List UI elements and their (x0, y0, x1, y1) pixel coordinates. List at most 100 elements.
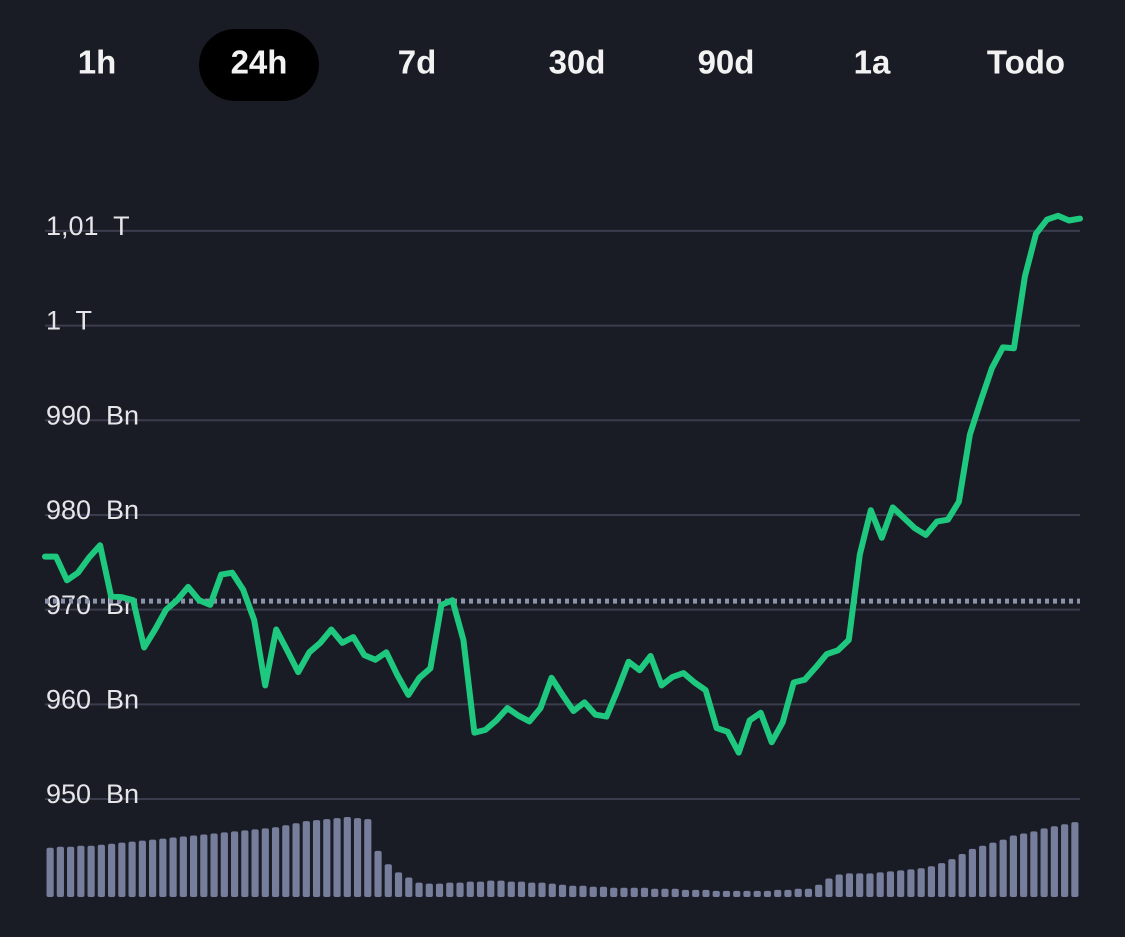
volume-bar (1071, 822, 1079, 897)
volume-bar (661, 888, 669, 897)
volume-bar (897, 870, 905, 897)
volume-bar (763, 890, 772, 897)
tab[interactable]: 30d (549, 44, 606, 81)
volume-bar (476, 881, 485, 897)
y-tick-label: 970 Bn (46, 590, 139, 620)
volume-bar (384, 864, 392, 897)
volume-bar (671, 888, 679, 897)
volume-bar (712, 890, 720, 897)
volume-bar (815, 884, 823, 897)
y-tick-label: 950 Bn (46, 779, 139, 809)
volume-bar (886, 871, 895, 897)
y-tick-label: 990 Bn (46, 400, 139, 430)
volume-bar (640, 887, 649, 897)
tab[interactable]: 90d (698, 44, 755, 81)
volume-bar (138, 840, 146, 897)
volume-bar (999, 839, 1007, 897)
volume-bar (282, 825, 290, 897)
volume-bar (200, 834, 208, 897)
volume-bar (343, 817, 351, 897)
volume-bar (517, 881, 526, 897)
volume-bar (569, 885, 577, 897)
volume-bar (466, 881, 474, 897)
volume-bar (456, 882, 464, 897)
volume-bar (435, 883, 444, 897)
volume-bar (856, 873, 864, 897)
volume-bar (405, 877, 413, 897)
y-tick-label: 1,01 T (46, 211, 130, 241)
volume-bar (251, 829, 259, 897)
volume-bar (558, 884, 567, 897)
volume-bar (261, 828, 269, 897)
tab[interactable]: 1h (78, 44, 117, 81)
volume-bar (446, 882, 454, 897)
tab[interactable]: 24h (231, 44, 288, 81)
volume-bar (56, 846, 64, 897)
volume-bar (917, 868, 925, 897)
volume-bar (67, 846, 75, 897)
tab[interactable]: Todo (987, 44, 1065, 81)
volume-bar (651, 888, 659, 897)
volume-bar (702, 889, 710, 897)
volume-bar (1040, 828, 1048, 897)
volume-bar (620, 887, 628, 897)
volume-bar (97, 844, 105, 897)
volume-bar (312, 820, 321, 897)
volume-bar (907, 869, 915, 897)
volume-bar (681, 889, 690, 897)
volume-bar (415, 882, 423, 897)
volume-bar (958, 853, 966, 897)
tab-selected-pill (199, 29, 319, 101)
volume-bar (845, 873, 854, 897)
volume-bar (118, 842, 126, 897)
volume-bar (692, 889, 700, 897)
volume-bar (241, 830, 249, 897)
volume-bar (77, 845, 85, 897)
volume-bar (210, 833, 218, 897)
volume-bar (271, 827, 280, 897)
volume-bar (108, 843, 116, 897)
volume-bar (1061, 824, 1069, 897)
price-line (42, 212, 1083, 756)
volume-bar (548, 883, 556, 897)
y-tick-label: 960 Bn (46, 684, 139, 714)
volume-bar (1050, 826, 1058, 897)
volume-bar (784, 889, 792, 897)
volume-bar (374, 850, 382, 897)
volume-bar (190, 835, 198, 897)
volume-bar (302, 821, 310, 897)
volume-bar (528, 882, 536, 897)
volume-bar (497, 880, 505, 897)
volume-bar (733, 890, 741, 897)
tab[interactable]: 7d (398, 44, 437, 81)
volume-bar (579, 885, 587, 897)
volume-bar (87, 845, 95, 897)
tab[interactable]: 1a (854, 44, 891, 81)
y-tick-label: 980 Bn (46, 495, 139, 525)
volume-bar (630, 887, 638, 897)
volume-bar (599, 886, 608, 897)
volume-bar (323, 819, 331, 897)
volume-bar (610, 887, 618, 897)
volume-bar (927, 866, 935, 897)
volume-bar (425, 883, 433, 897)
volume-bar (169, 837, 177, 897)
volume-bar (753, 890, 761, 897)
volume-bar (538, 882, 546, 897)
volume-bar (179, 836, 187, 897)
volume-bar (364, 819, 372, 897)
volume-bar (1009, 835, 1017, 897)
volume-bar (159, 838, 167, 897)
volume-bar (333, 818, 341, 897)
volume-bar (46, 847, 54, 897)
y-tick-label: 1 T (46, 306, 92, 336)
volume-bar (292, 823, 300, 897)
volume-bar (938, 863, 946, 897)
volume-bar (804, 888, 813, 897)
volume-bar (979, 845, 987, 897)
volume-bar (1020, 833, 1028, 897)
volume-bar (794, 888, 802, 897)
volume-bar (394, 872, 403, 897)
volume-bar (1030, 831, 1038, 897)
